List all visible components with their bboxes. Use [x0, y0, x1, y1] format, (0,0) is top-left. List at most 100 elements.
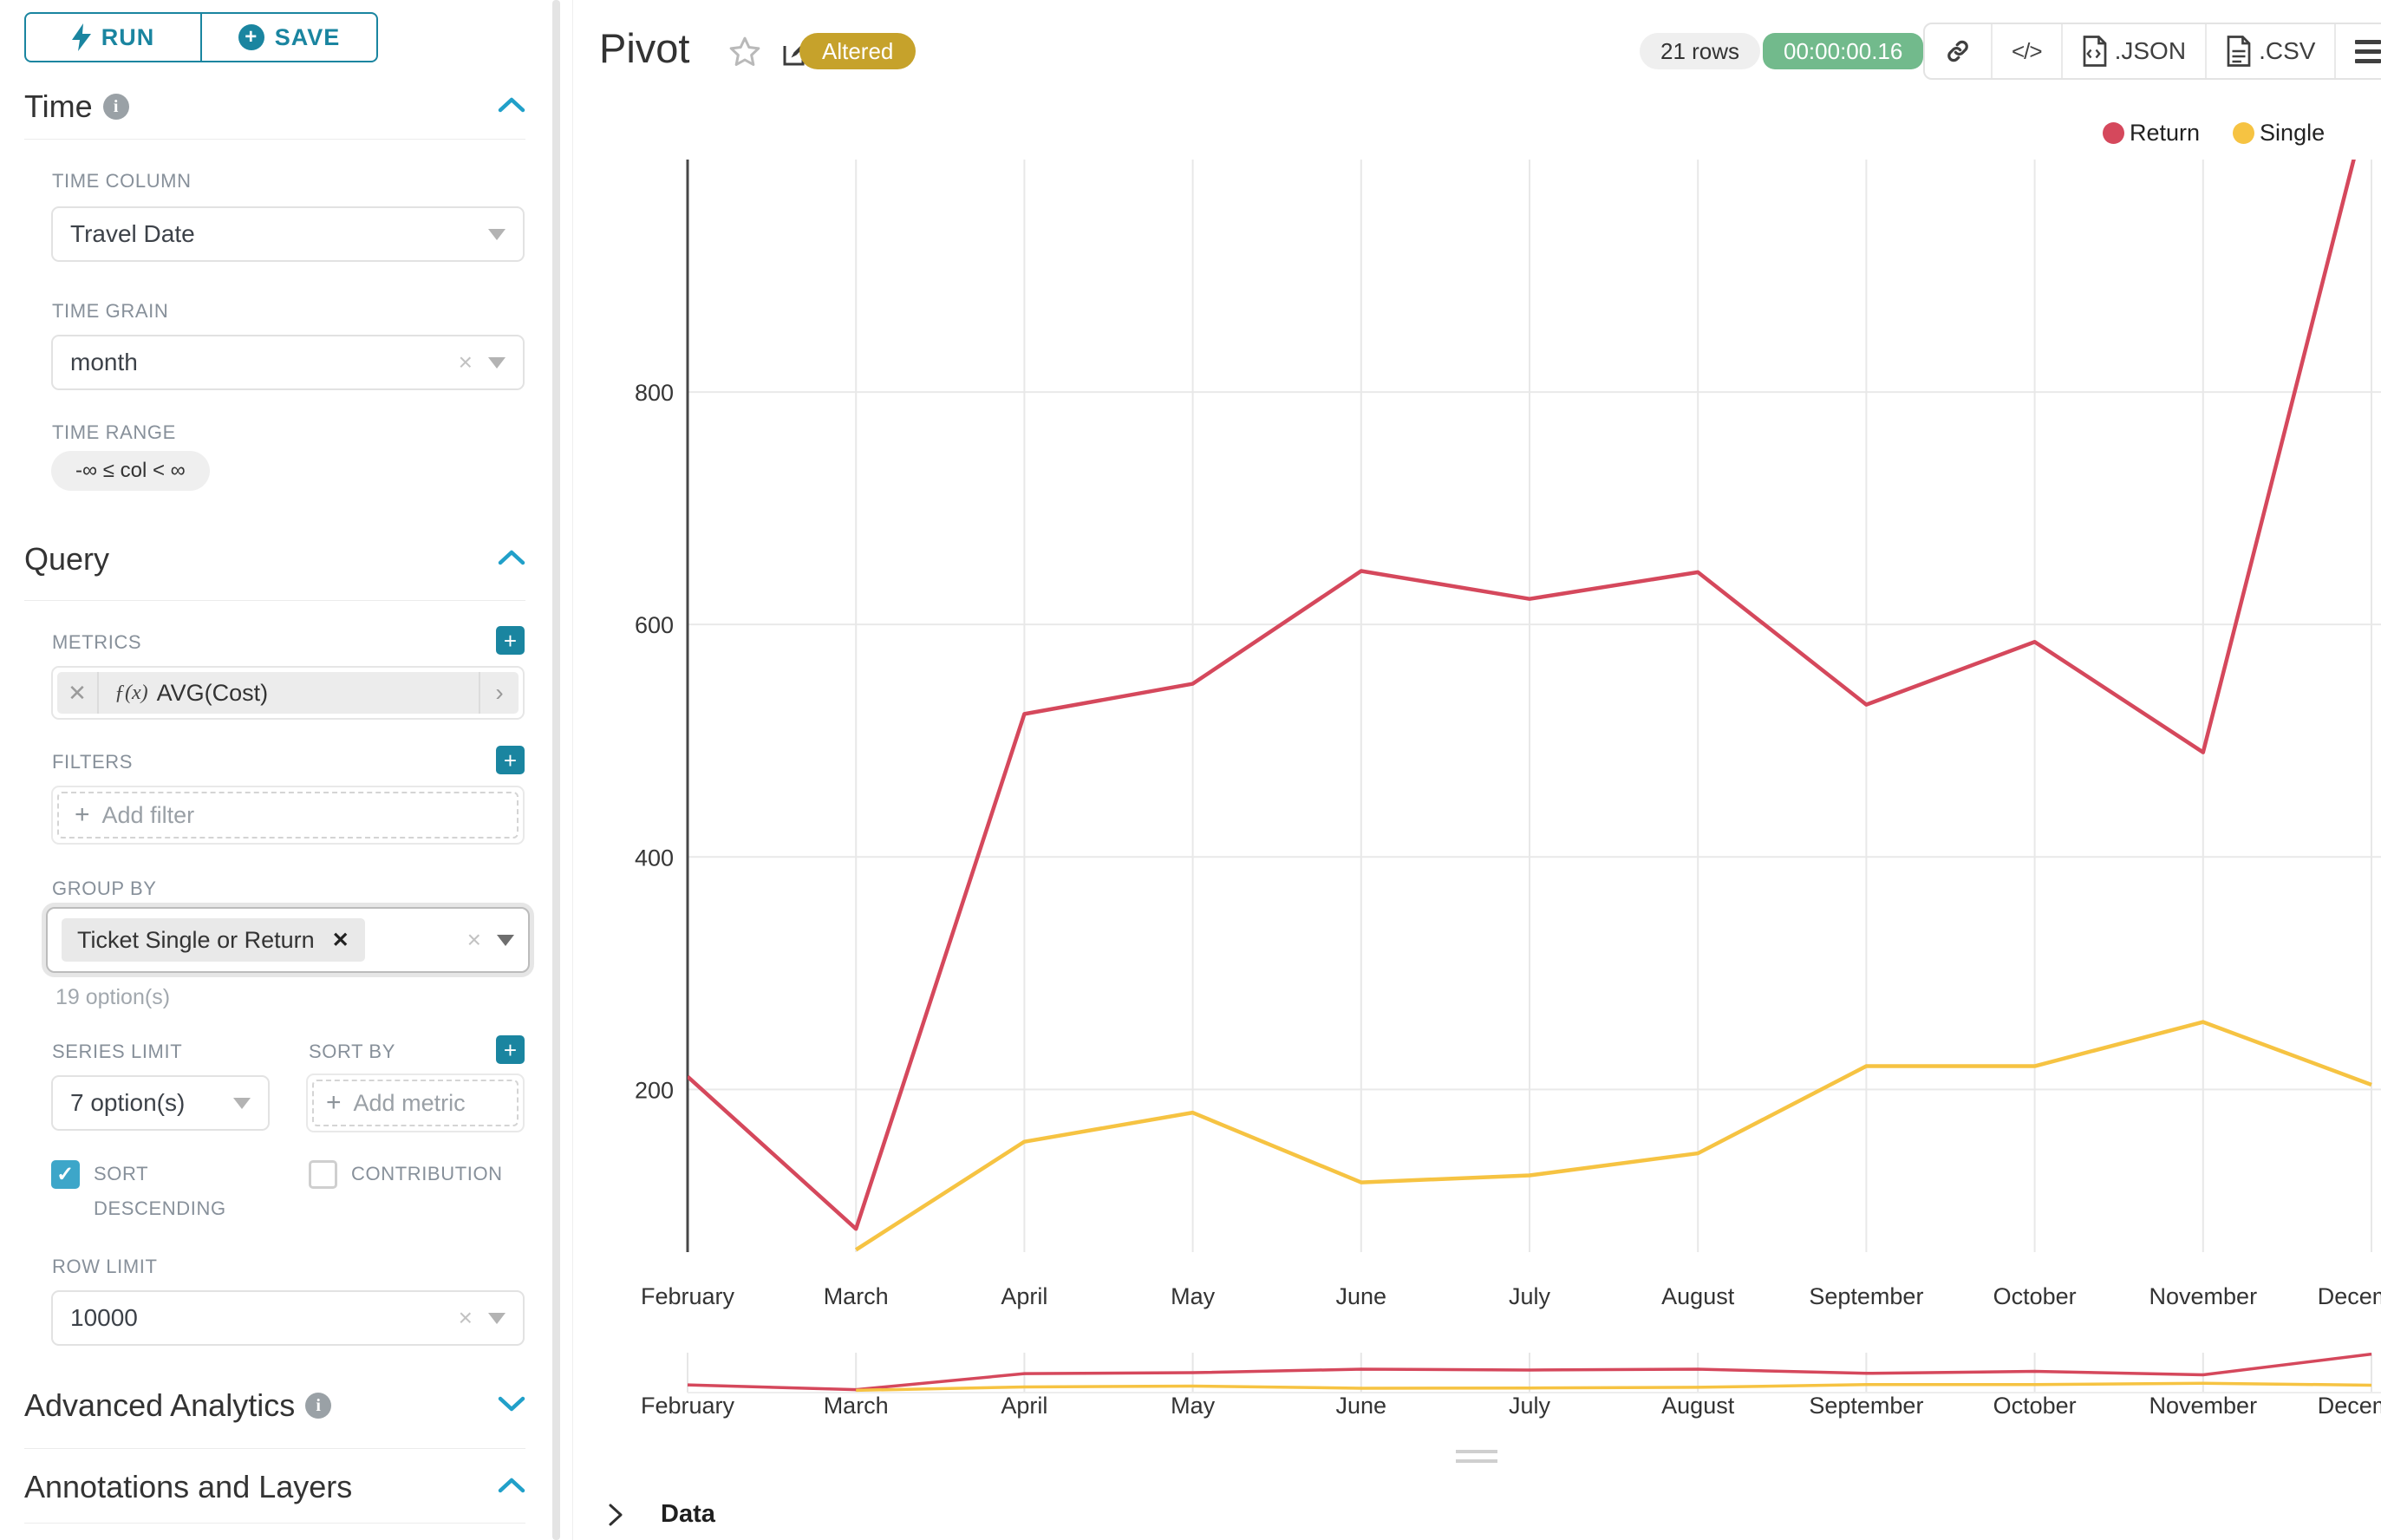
divider — [24, 1523, 525, 1524]
row-limit-select[interactable]: 10000 × — [51, 1290, 525, 1346]
save-button[interactable]: + SAVE — [200, 14, 376, 61]
function-icon: ƒ(x) — [114, 681, 148, 704]
time-range-value[interactable]: -∞ ≤ col < ∞ — [51, 451, 210, 491]
chevron-down-icon — [488, 1312, 506, 1324]
row-limit-value: 10000 — [70, 1304, 138, 1331]
legend-item-single[interactable]: Single — [2233, 120, 2325, 147]
plus-icon: + — [75, 800, 90, 829]
series-limit-value: 7 option(s) — [70, 1089, 186, 1116]
time-grain-value: month — [70, 349, 138, 375]
favorite-star-icon[interactable] — [727, 35, 762, 74]
remove-chip-icon[interactable]: ✕ — [331, 928, 349, 952]
time-column-value: Travel Date — [70, 220, 195, 247]
code-icon: </> — [2012, 37, 2043, 64]
sort-by-control: + Add metric — [306, 1073, 525, 1132]
divider — [24, 1448, 525, 1449]
run-button[interactable]: RUN — [26, 14, 200, 61]
svg-text:July: July — [1509, 1283, 1551, 1309]
clear-icon[interactable]: × — [458, 1304, 473, 1331]
legend-item-return[interactable]: Return — [2103, 120, 2200, 147]
svg-text:March: March — [824, 1283, 889, 1309]
svg-text:August: August — [1661, 1393, 1735, 1419]
add-sort-metric-button[interactable]: + Add metric — [312, 1080, 519, 1126]
export-toolbar: </> .JSON .CSV — [1923, 23, 2381, 80]
menu-icon — [2355, 39, 2381, 63]
contribution-checkbox[interactable] — [309, 1159, 337, 1189]
sort-descending-checkbox[interactable]: ✓ — [51, 1160, 80, 1189]
filters-label: FILTERS — [52, 751, 134, 773]
svg-text:February: February — [641, 1283, 735, 1309]
chevron-down-icon[interactable] — [498, 1395, 525, 1417]
svg-text:November: November — [2149, 1283, 2258, 1309]
metric-chip[interactable]: ✕ ƒ(x) AVG(Cost) › — [57, 672, 519, 714]
time-column-label: TIME COLUMN — [52, 170, 192, 192]
add-filter-label: Add filter — [101, 801, 195, 828]
add-sort-plus-button[interactable]: + — [496, 1035, 525, 1064]
lightning-icon — [71, 23, 91, 51]
svg-text:March: March — [824, 1393, 889, 1419]
add-metric-label: Add metric — [353, 1089, 466, 1116]
panel-divider — [572, 0, 573, 1540]
annotations-title: Annotations and Layers — [24, 1469, 353, 1504]
chevron-up-icon[interactable] — [498, 549, 525, 571]
group-by-chip[interactable]: Ticket Single or Return ✕ — [62, 918, 365, 962]
add-metric-plus-button[interactable]: + — [496, 626, 525, 655]
advanced-analytics-header[interactable]: Advanced Analytics i — [24, 1387, 525, 1424]
clear-icon[interactable]: × — [458, 349, 473, 375]
export-json-button[interactable]: .JSON — [2060, 24, 2205, 78]
group-by-chip-label: Ticket Single or Return — [77, 926, 315, 953]
run-save-button-group: RUN + SAVE — [24, 12, 378, 62]
add-filter-plus-button[interactable]: + — [496, 746, 525, 774]
run-button-label: RUN — [101, 23, 155, 50]
metric-value: AVG(Cost) — [156, 679, 269, 706]
info-icon[interactable]: i — [102, 94, 129, 120]
svg-text:February: February — [641, 1393, 735, 1419]
svg-text:November: November — [2149, 1393, 2258, 1419]
json-label: .JSON — [2114, 37, 2187, 64]
chevron-up-icon[interactable] — [498, 96, 525, 118]
altered-badge[interactable]: Altered — [799, 33, 917, 69]
row-count-badge: 21 rows — [1640, 33, 1761, 69]
export-csv-button[interactable]: .CSV — [2205, 24, 2334, 78]
return-series-label: Return — [2130, 120, 2201, 146]
filters-control: + Add filter — [51, 786, 525, 845]
group-by-options-hint: 19 option(s) — [55, 985, 171, 1009]
save-button-label: SAVE — [274, 23, 341, 50]
time-column-select[interactable]: Travel Date × — [51, 206, 525, 262]
share-link-button[interactable] — [1925, 24, 1991, 78]
chevron-right-icon — [609, 1504, 623, 1525]
plus-icon: + — [326, 1088, 342, 1117]
divider — [24, 139, 525, 140]
series-limit-select[interactable]: 7 option(s) — [51, 1075, 270, 1131]
query-timer-badge: 00:00:00.16 — [1763, 33, 1924, 69]
panel-resize-handle[interactable] — [1456, 1450, 1497, 1469]
sidebar-scrollbar[interactable] — [552, 0, 560, 1540]
chart-header: Pivot Altered 21 rows 00:00:00.16 </> .J… — [573, 0, 2381, 95]
link-icon — [1947, 40, 1968, 62]
time-section-header: Time i — [24, 88, 525, 125]
svg-text:December: December — [2318, 1283, 2381, 1309]
chevron-right-icon[interactable]: › — [479, 672, 519, 714]
info-icon[interactable]: i — [305, 1393, 332, 1419]
svg-text:April: April — [1001, 1393, 1047, 1419]
group-by-label: GROUP BY — [52, 878, 157, 899]
more-options-button[interactable] — [2334, 24, 2381, 78]
embed-code-button[interactable]: </> — [1991, 24, 2061, 78]
divider — [24, 600, 525, 601]
control-sidebar: RUN + SAVE Time i TIME COLUMN Travel Dat… — [0, 0, 573, 1540]
sort-descending-control: ✓ SORT DESCENDING — [51, 1157, 251, 1226]
annotations-header[interactable]: Annotations and Layers — [24, 1469, 525, 1505]
return-series-dot — [2103, 122, 2124, 144]
chevron-up-icon[interactable] — [498, 1477, 525, 1498]
time-grain-select[interactable]: month × — [51, 335, 525, 390]
time-range-label: TIME RANGE — [52, 421, 176, 443]
group-by-select[interactable]: Ticket Single or Return ✕ × — [46, 907, 530, 973]
svg-text:June: June — [1336, 1393, 1387, 1419]
add-filter-button[interactable]: + Add filter — [57, 792, 519, 839]
remove-metric-icon[interactable]: ✕ — [57, 672, 99, 714]
clear-icon[interactable]: × — [466, 926, 481, 953]
csv-file-icon — [2227, 36, 2251, 67]
data-panel-header[interactable]: Data — [607, 1500, 715, 1529]
svg-text:May: May — [1171, 1393, 1216, 1419]
